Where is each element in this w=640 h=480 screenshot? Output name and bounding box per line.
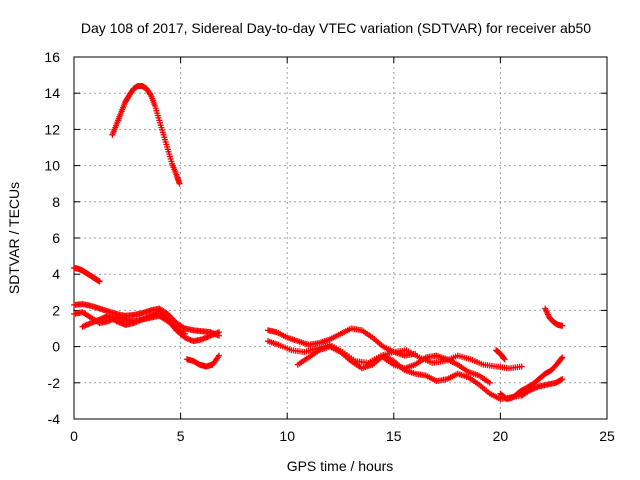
data-point bbox=[486, 379, 493, 386]
x-tick-label: 0 bbox=[70, 428, 78, 444]
x-tick-label: 20 bbox=[493, 428, 509, 444]
data-point bbox=[559, 322, 566, 329]
data-point bbox=[215, 352, 222, 359]
y-axis-label: SDTVAR / TECUs bbox=[6, 182, 22, 294]
chart-title: Day 108 of 2017, Sidereal Day-to-day VTE… bbox=[81, 20, 591, 36]
y-tick-label: 14 bbox=[44, 85, 60, 101]
x-tick-label: 15 bbox=[386, 428, 402, 444]
y-tick-label: 12 bbox=[44, 121, 60, 137]
x-axis-label: GPS time / hours bbox=[287, 458, 394, 474]
data-point bbox=[96, 278, 103, 285]
y-tick-label: 10 bbox=[44, 158, 60, 174]
y-tick-label: 4 bbox=[52, 266, 60, 282]
y-tick-label: -2 bbox=[48, 375, 61, 391]
grid-lines bbox=[74, 57, 607, 419]
data-point bbox=[500, 355, 507, 362]
y-tick-label: 6 bbox=[52, 230, 60, 246]
data-point bbox=[176, 180, 183, 187]
data-point bbox=[518, 363, 525, 370]
x-tick-label: 25 bbox=[599, 428, 615, 444]
y-tick-label: 8 bbox=[52, 194, 60, 210]
data-point bbox=[181, 330, 188, 337]
x-tick-label: 10 bbox=[279, 428, 295, 444]
data-point bbox=[558, 355, 565, 362]
y-tick-label: 16 bbox=[44, 49, 60, 65]
data-point bbox=[501, 356, 508, 363]
data-point bbox=[559, 354, 566, 361]
data-point bbox=[559, 376, 566, 383]
axis-ticks: 0 5 10 15 20 25 -4 -2 0 2 4 6 8 10 12 14 16 bbox=[44, 49, 615, 444]
y-tick-label: 2 bbox=[52, 302, 60, 318]
y-tick-label: 0 bbox=[52, 339, 60, 355]
y-tick-label: -4 bbox=[48, 411, 61, 427]
data-point bbox=[215, 329, 222, 336]
data-points bbox=[71, 82, 566, 403]
x-tick-label: 5 bbox=[177, 428, 185, 444]
